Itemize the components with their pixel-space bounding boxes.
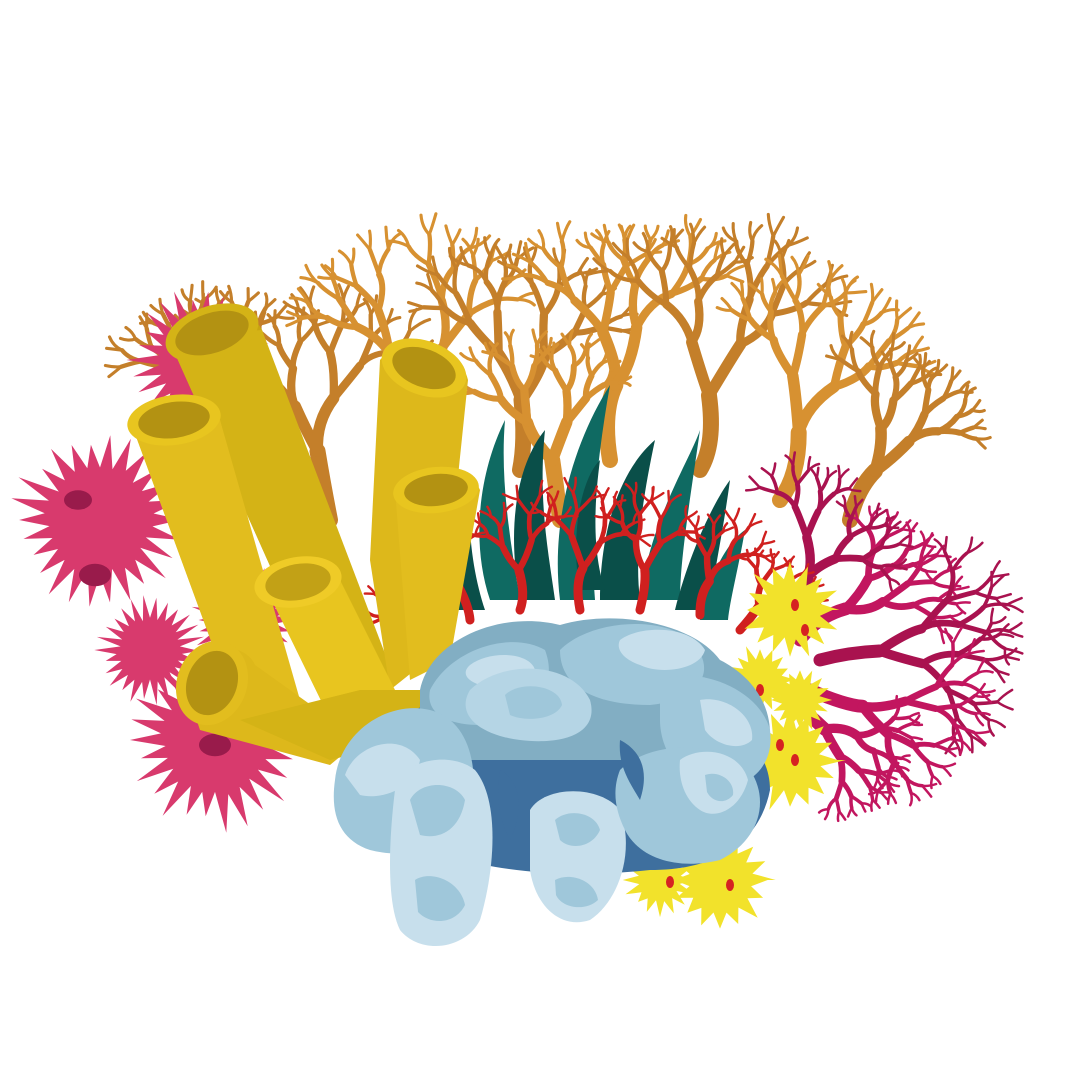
blue-brain-coral <box>333 618 771 947</box>
